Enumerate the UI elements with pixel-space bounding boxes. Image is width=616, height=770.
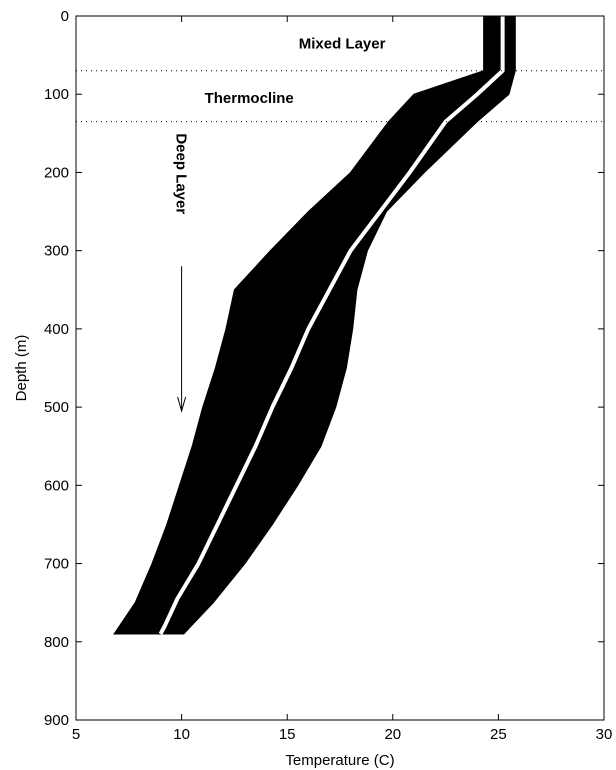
y-tick-label: 0	[61, 8, 69, 25]
x-tick-label: 5	[72, 726, 80, 743]
y-tick-label: 300	[44, 243, 69, 260]
series-line-0	[158, 16, 505, 635]
x-tick-label: 25	[490, 726, 507, 743]
annotation-mixed-layer: Mixed Layer	[299, 35, 386, 52]
y-tick-label: 400	[44, 321, 69, 338]
y-tick-label: 600	[44, 477, 69, 494]
x-tick-label: 10	[173, 726, 190, 743]
y-tick-label: 500	[44, 399, 69, 416]
y-tick-label: 800	[44, 634, 69, 651]
y-axis-label: Depth (m)	[13, 335, 30, 402]
x-tick-label: 20	[384, 726, 401, 743]
profile-envelope	[113, 16, 516, 635]
layer-guides	[76, 70, 604, 123]
arrow-head	[177, 396, 187, 413]
plot-area	[113, 16, 516, 635]
deep-layer-arrow	[177, 266, 187, 413]
y-tick-label: 200	[44, 164, 69, 181]
y-tick-label: 100	[44, 86, 69, 103]
annotations: Mixed Layer Thermocline Deep Layer	[173, 35, 386, 214]
x-axis-label: Temperature (C)	[285, 752, 394, 769]
x-tick-label: 30	[596, 726, 613, 743]
annotation-deep-layer: Deep Layer	[173, 133, 190, 214]
y-tick-label: 900	[44, 712, 69, 729]
y-tick-label: 700	[44, 556, 69, 573]
annotation-thermocline: Thermocline	[205, 90, 294, 107]
x-tick-label: 15	[279, 726, 296, 743]
plot-frame	[75, 15, 605, 721]
